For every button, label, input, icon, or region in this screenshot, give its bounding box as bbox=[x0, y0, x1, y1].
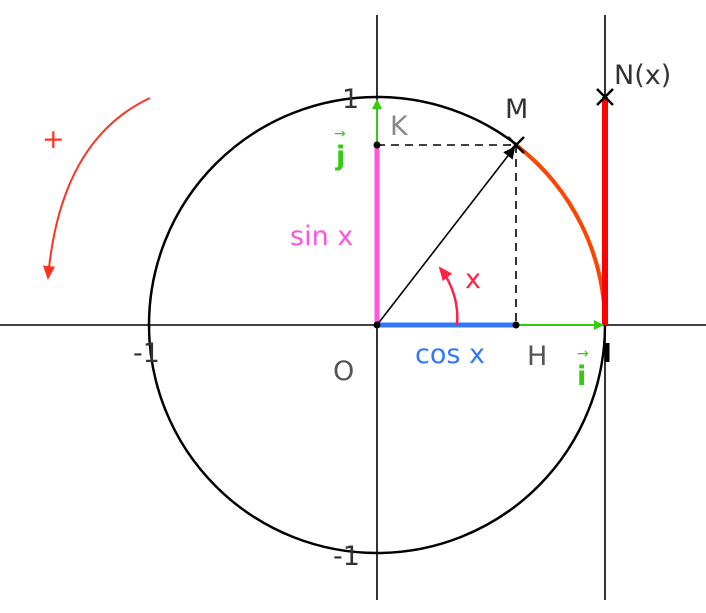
label-angle: x bbox=[465, 264, 481, 295]
point-h bbox=[512, 321, 520, 329]
rotation-arrow bbox=[43, 97, 151, 280]
label-m: M bbox=[505, 94, 528, 125]
label-tick-minus1-y: -1 bbox=[333, 541, 360, 572]
point-m-cross bbox=[507, 136, 525, 154]
label-n: N(x) bbox=[614, 60, 671, 91]
angle-arc bbox=[438, 266, 459, 326]
label-plus: + bbox=[42, 124, 65, 155]
point-n-cross bbox=[596, 88, 614, 106]
arc-om bbox=[514, 143, 607, 326]
label-tick-1-y: 1 bbox=[342, 84, 359, 115]
label-j: j bbox=[335, 141, 345, 172]
label-sin: sin x bbox=[290, 221, 353, 252]
label-i: i bbox=[577, 361, 586, 392]
point-k bbox=[373, 141, 381, 149]
label-i-arrow: → bbox=[577, 346, 589, 362]
label-tick-minus1-x: -1 bbox=[133, 338, 160, 369]
label-cos: cos x bbox=[415, 339, 485, 370]
label-h: H bbox=[527, 341, 547, 372]
label-k: K bbox=[390, 111, 409, 142]
label-o: O bbox=[333, 356, 354, 387]
point-o bbox=[373, 321, 381, 329]
vector-om bbox=[376, 146, 516, 326]
label-j-arrow: → bbox=[334, 126, 346, 142]
